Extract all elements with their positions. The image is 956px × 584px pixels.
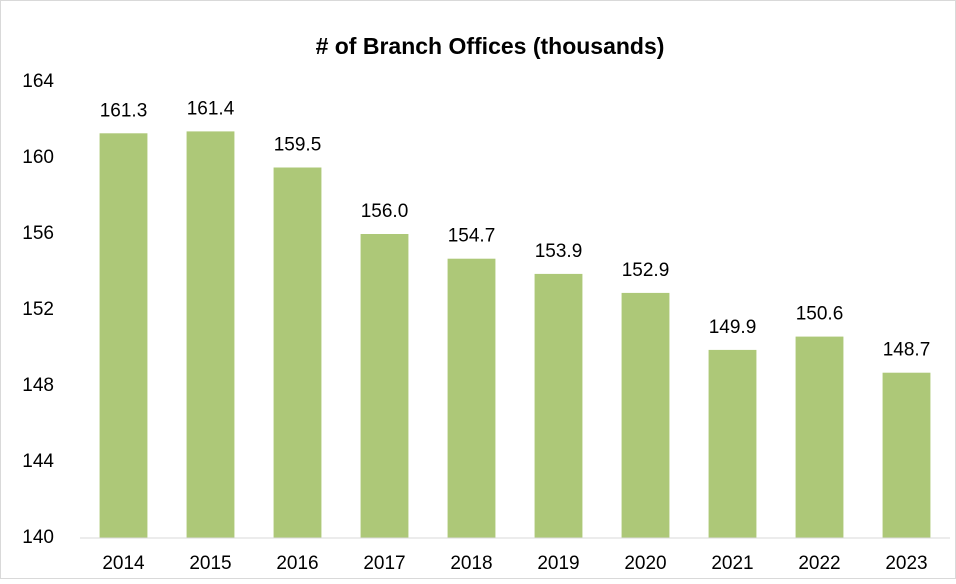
x-tick-label: 2017 — [363, 553, 405, 574]
bar — [795, 336, 844, 538]
value-label: 148.7 — [883, 340, 931, 361]
bar — [99, 133, 148, 539]
bar — [186, 131, 235, 538]
chart-title: # of Branch Offices (thousands) — [316, 33, 665, 59]
bar — [708, 349, 757, 538]
value-label: 156.0 — [361, 201, 409, 222]
y-tick-label: 164 — [22, 71, 54, 92]
bar — [882, 372, 931, 538]
y-tick-label: 152 — [22, 299, 54, 320]
x-tick-label: 2022 — [798, 553, 840, 574]
bar — [360, 234, 409, 538]
x-tick-label: 2019 — [537, 553, 579, 574]
bar — [621, 292, 670, 538]
x-tick-label: 2020 — [624, 553, 666, 574]
bar — [273, 167, 322, 538]
value-label: 161.4 — [187, 98, 235, 119]
x-tick-label: 2015 — [189, 553, 231, 574]
value-label: 153.9 — [535, 241, 583, 262]
x-tick-label: 2016 — [276, 553, 318, 574]
y-tick-label: 160 — [22, 147, 54, 168]
x-tick-label: 2021 — [711, 553, 753, 574]
bar — [534, 273, 583, 538]
y-tick-label: 140 — [22, 527, 54, 548]
value-label: 150.6 — [796, 304, 844, 325]
x-tick-label: 2018 — [450, 553, 492, 574]
bar — [447, 258, 496, 538]
value-label: 149.9 — [709, 317, 757, 338]
value-label: 159.5 — [274, 135, 322, 156]
value-label: 152.9 — [622, 260, 670, 281]
y-tick-label: 156 — [22, 223, 54, 244]
x-tick-label: 2014 — [102, 553, 145, 574]
y-tick-label: 144 — [22, 451, 54, 472]
x-tick-label: 2023 — [885, 553, 927, 574]
value-label: 161.3 — [100, 100, 148, 121]
y-tick-label: 148 — [22, 375, 54, 396]
value-label: 154.7 — [448, 226, 496, 247]
